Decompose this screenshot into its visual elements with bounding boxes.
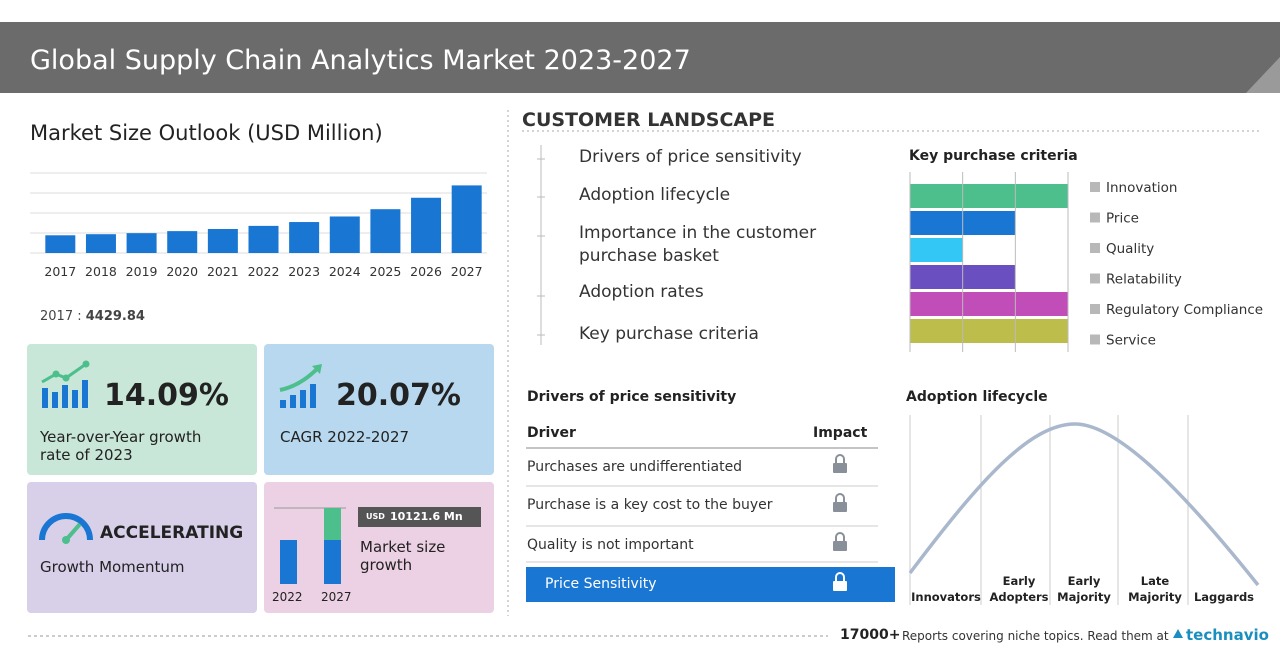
- table-row: Quality is not important: [527, 537, 694, 553]
- kpi-value: 14.09%: [104, 378, 229, 413]
- x-tick-label: 2020: [166, 264, 198, 279]
- footer-text: Reports covering niche topics. Read them…: [902, 629, 1169, 643]
- x-tick-label: 2022: [248, 264, 280, 279]
- bar: [45, 235, 76, 253]
- landscape-item: Adoption lifecycle: [579, 185, 731, 205]
- x-tick-label: 2027: [451, 264, 483, 279]
- bar: [910, 319, 1068, 343]
- x-tick-label: 2026: [410, 264, 442, 279]
- stage-label: Early Adopters: [989, 574, 1049, 604]
- legend-label: Relatability: [1106, 272, 1182, 288]
- x-tick-label: 2019: [126, 264, 158, 279]
- bar: [910, 292, 1068, 316]
- stage-label: Late Majority: [1128, 574, 1182, 604]
- bar: [167, 231, 198, 253]
- page-title: Global Supply Chain Analytics Market 202…: [30, 45, 691, 76]
- chart-title: Key purchase criteria: [909, 148, 1078, 164]
- bar: [910, 184, 1068, 208]
- bar: [85, 234, 116, 253]
- cagr-icon: [279, 364, 322, 408]
- x-tick-label: 2025: [370, 264, 402, 279]
- growth-icon: [41, 360, 90, 408]
- table-row: Purchases are undifferentiated: [527, 459, 743, 475]
- mini-year: 2027: [321, 590, 352, 604]
- bar: [248, 225, 279, 253]
- legend-swatch: [1090, 334, 1100, 345]
- section-title: Market Size Outlook (USD Million): [30, 121, 383, 145]
- landscape-item: Key purchase criteria: [579, 324, 759, 344]
- legend-swatch: [1090, 243, 1100, 253]
- table-row: Price Sensitivity: [545, 576, 657, 592]
- kpi-card: [27, 344, 257, 475]
- legend-label: Regulatory Compliance: [1106, 302, 1263, 318]
- bar: [411, 197, 442, 253]
- footer-count: 17000+: [840, 627, 901, 643]
- kpi-label: Market size growth: [360, 538, 446, 574]
- legend-label: Price: [1106, 211, 1139, 227]
- kpi-value: 20.07%: [336, 378, 461, 413]
- mini-year: 2022: [272, 590, 303, 604]
- header-band: [0, 22, 1280, 93]
- bar: [370, 209, 401, 253]
- first-year-value: 4429.84: [77, 309, 145, 324]
- lifecycle-grid: [909, 415, 1189, 605]
- table-rules: [526, 447, 878, 563]
- brand: technavio: [1186, 626, 1269, 644]
- kpi-card: [27, 482, 257, 613]
- bar: [207, 229, 238, 253]
- kpi-label: CAGR 2022-2027: [280, 428, 410, 446]
- legend-label: Innovation: [1106, 180, 1177, 196]
- stage-label: Early Majority: [1057, 574, 1111, 604]
- lifecycle-curve: [908, 422, 1260, 587]
- stage-label: Innovators: [911, 590, 981, 604]
- bar: [126, 233, 157, 253]
- bar: [289, 222, 320, 253]
- bar: [451, 185, 482, 253]
- badge-unit: USD: [366, 512, 385, 521]
- kpi-value: ACCELERATING: [100, 523, 244, 543]
- brand-icon: [1173, 629, 1183, 638]
- landscape-tree: [537, 145, 545, 345]
- landscape-item: Importance in the customer purchase bask…: [579, 223, 817, 266]
- legend-label: Service: [1106, 333, 1156, 349]
- legend-swatch: [1090, 273, 1100, 284]
- lock-icons: [833, 454, 847, 591]
- header-fold: [1246, 57, 1280, 93]
- x-tick-label: 2017: [44, 264, 76, 279]
- x-tick-label: 2024: [329, 264, 361, 279]
- table-title: Drivers of price sensitivity: [527, 389, 737, 405]
- bar: [329, 216, 360, 253]
- x-tick-label: 2021: [207, 264, 239, 279]
- x-tick-label: 2023: [288, 264, 320, 279]
- legend-swatch: [1090, 304, 1100, 314]
- table-header: Driver: [527, 425, 576, 441]
- gauge-icon: [39, 513, 93, 544]
- chart-title: Adoption lifecycle: [906, 389, 1048, 405]
- legend-swatch: [1090, 212, 1100, 223]
- first-year-label: 2017: [40, 309, 74, 324]
- legend-label: Quality: [1106, 241, 1154, 257]
- mini-growth-chart: [274, 507, 481, 584]
- first-year: 2017 4429.84: [40, 309, 145, 325]
- badge-value: 10121.6 Mn: [390, 510, 463, 523]
- stage-label: Laggards: [1193, 590, 1255, 604]
- landscape-item: Drivers of price sensitivity: [579, 147, 802, 167]
- table-row: Purchase is a key cost to the buyer: [527, 497, 773, 513]
- landscape-item: Adoption rates: [579, 282, 704, 302]
- kpi-label: Year-over-Year growth rate of 2023: [40, 428, 202, 464]
- bar: [910, 238, 963, 262]
- x-tick-label: 2018: [85, 264, 117, 279]
- table-header: Impact: [813, 425, 868, 441]
- legend-swatch: [1090, 182, 1100, 192]
- kpi-card: [264, 344, 494, 475]
- section-title: CUSTOMER LANDSCAPE: [522, 109, 776, 131]
- kpi-label: Growth Momentum: [40, 558, 185, 576]
